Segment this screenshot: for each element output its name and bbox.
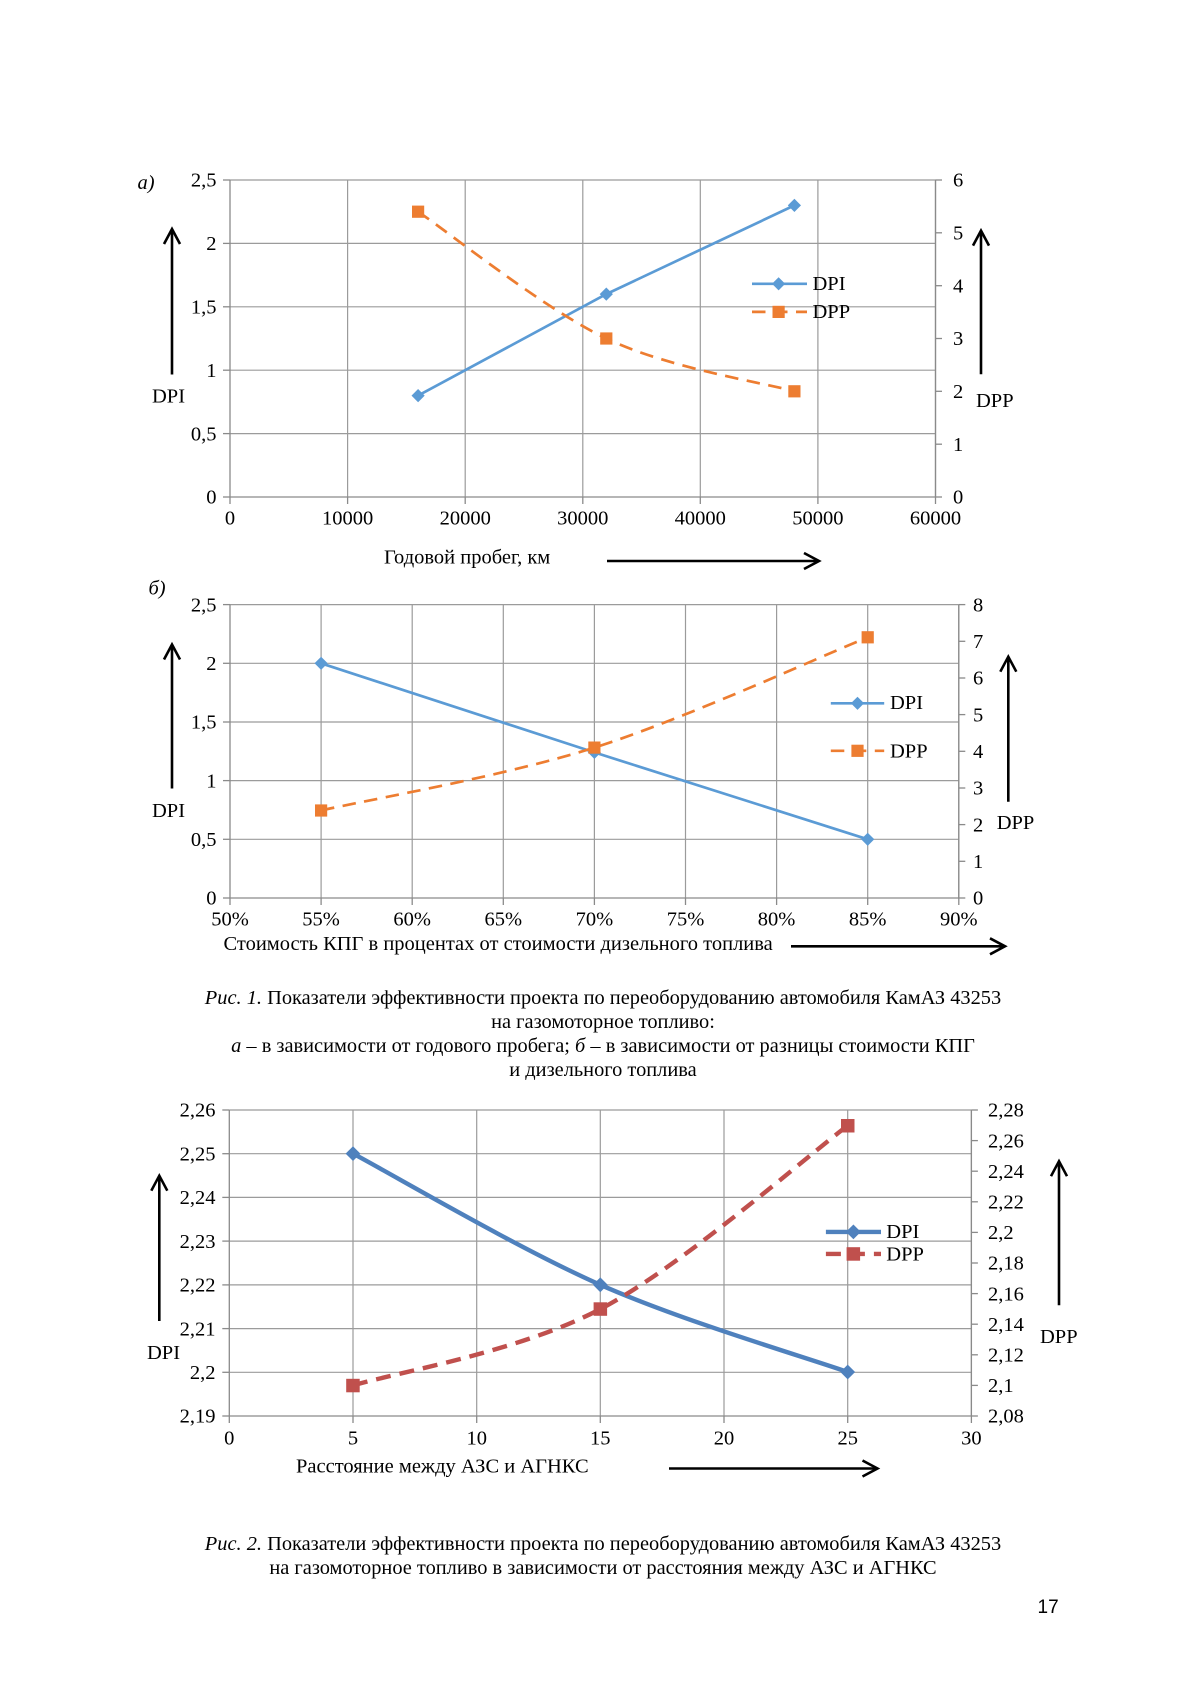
svg-text:DPI: DPI <box>813 273 846 295</box>
svg-text:2: 2 <box>953 381 963 403</box>
svg-text:70%: 70% <box>576 909 614 931</box>
svg-text:2,26: 2,26 <box>180 1100 216 1122</box>
svg-text:2,16: 2,16 <box>988 1283 1024 1305</box>
svg-text:30000: 30000 <box>557 508 608 530</box>
svg-text:4: 4 <box>973 741 983 763</box>
svg-text:7: 7 <box>973 631 983 653</box>
svg-text:а): а) <box>138 172 155 194</box>
svg-text:2,22: 2,22 <box>988 1192 1024 1214</box>
svg-text:6: 6 <box>953 170 963 192</box>
svg-text:DPP: DPP <box>813 301 851 323</box>
svg-text:55%: 55% <box>302 909 340 931</box>
svg-text:0: 0 <box>206 888 216 910</box>
svg-text:0: 0 <box>224 1428 234 1450</box>
svg-text:2,1: 2,1 <box>988 1375 1014 1397</box>
svg-text:2,24: 2,24 <box>180 1187 216 1209</box>
svg-text:10000: 10000 <box>322 508 373 530</box>
svg-text:б): б) <box>149 578 166 600</box>
svg-text:3: 3 <box>953 328 963 350</box>
svg-text:2,26: 2,26 <box>988 1130 1024 1152</box>
svg-text:5: 5 <box>348 1428 358 1450</box>
svg-text:DPP: DPP <box>890 741 928 763</box>
svg-text:2,12: 2,12 <box>988 1345 1024 1367</box>
svg-text:25: 25 <box>837 1428 858 1450</box>
svg-text:0,5: 0,5 <box>191 829 217 851</box>
svg-text:80%: 80% <box>758 909 796 931</box>
svg-text:DPI: DPI <box>147 1342 180 1364</box>
svg-text:6: 6 <box>973 668 983 690</box>
svg-text:1: 1 <box>206 360 216 382</box>
svg-text:2,25: 2,25 <box>180 1143 216 1165</box>
svg-text:DPI: DPI <box>152 800 185 822</box>
svg-text:2: 2 <box>973 814 983 836</box>
svg-text:DPI: DPI <box>890 692 923 714</box>
svg-text:2,22: 2,22 <box>180 1275 216 1297</box>
svg-text:2,5: 2,5 <box>191 170 217 192</box>
svg-text:5: 5 <box>973 704 983 726</box>
svg-text:10: 10 <box>466 1428 487 1450</box>
svg-text:2,2: 2,2 <box>988 1222 1014 1244</box>
svg-text:Годовой пробег, км: Годовой пробег, км <box>384 547 550 569</box>
svg-text:Расстояние между АЗС и АГНКС: Расстояние между АЗС и АГНКС <box>296 1456 589 1478</box>
svg-text:1: 1 <box>206 770 216 792</box>
svg-text:DPP: DPP <box>1040 1326 1078 1348</box>
svg-text:40000: 40000 <box>675 508 726 530</box>
svg-text:60%: 60% <box>393 909 431 931</box>
svg-text:1: 1 <box>953 434 963 456</box>
svg-text:5: 5 <box>953 223 963 245</box>
svg-text:Стоимость КПГ в процентах от с: Стоимость КПГ в процентах от стоимости д… <box>224 933 773 955</box>
svg-text:4: 4 <box>953 275 963 297</box>
svg-text:15: 15 <box>590 1428 611 1450</box>
svg-text:2,24: 2,24 <box>988 1161 1024 1183</box>
svg-text:2,21: 2,21 <box>180 1318 216 1340</box>
svg-text:2,08: 2,08 <box>988 1406 1024 1428</box>
svg-text:3: 3 <box>973 778 983 800</box>
svg-text:0,5: 0,5 <box>191 423 217 445</box>
svg-text:DPI: DPI <box>886 1221 919 1243</box>
svg-text:90%: 90% <box>940 909 978 931</box>
svg-text:20000: 20000 <box>440 508 491 530</box>
svg-text:2,14: 2,14 <box>988 1314 1024 1336</box>
svg-text:75%: 75% <box>667 909 705 931</box>
svg-text:30: 30 <box>961 1428 982 1450</box>
svg-text:2,19: 2,19 <box>180 1406 216 1428</box>
svg-text:0: 0 <box>206 487 216 509</box>
svg-text:0: 0 <box>973 888 983 910</box>
svg-text:50000: 50000 <box>792 508 843 530</box>
svg-text:DPI: DPI <box>152 386 185 408</box>
svg-text:DPP: DPP <box>976 390 1014 412</box>
svg-text:2: 2 <box>206 233 216 255</box>
svg-text:1: 1 <box>973 851 983 873</box>
svg-text:8: 8 <box>973 594 983 616</box>
svg-text:2,23: 2,23 <box>180 1231 216 1253</box>
svg-text:1,5: 1,5 <box>191 712 217 734</box>
svg-text:65%: 65% <box>485 909 523 931</box>
svg-text:2: 2 <box>206 653 216 675</box>
svg-text:1,5: 1,5 <box>191 297 217 319</box>
svg-text:DPP: DPP <box>886 1244 924 1266</box>
svg-text:85%: 85% <box>849 909 887 931</box>
svg-text:50%: 50% <box>211 909 249 931</box>
svg-text:2,28: 2,28 <box>988 1100 1024 1122</box>
svg-text:60000: 60000 <box>910 508 961 530</box>
svg-text:0: 0 <box>953 487 963 509</box>
svg-text:2,18: 2,18 <box>988 1253 1024 1275</box>
svg-text:2,2: 2,2 <box>190 1362 216 1384</box>
svg-text:20: 20 <box>714 1428 735 1450</box>
svg-text:2,5: 2,5 <box>191 594 217 616</box>
svg-text:0: 0 <box>225 508 235 530</box>
svg-text:DPP: DPP <box>997 812 1035 834</box>
